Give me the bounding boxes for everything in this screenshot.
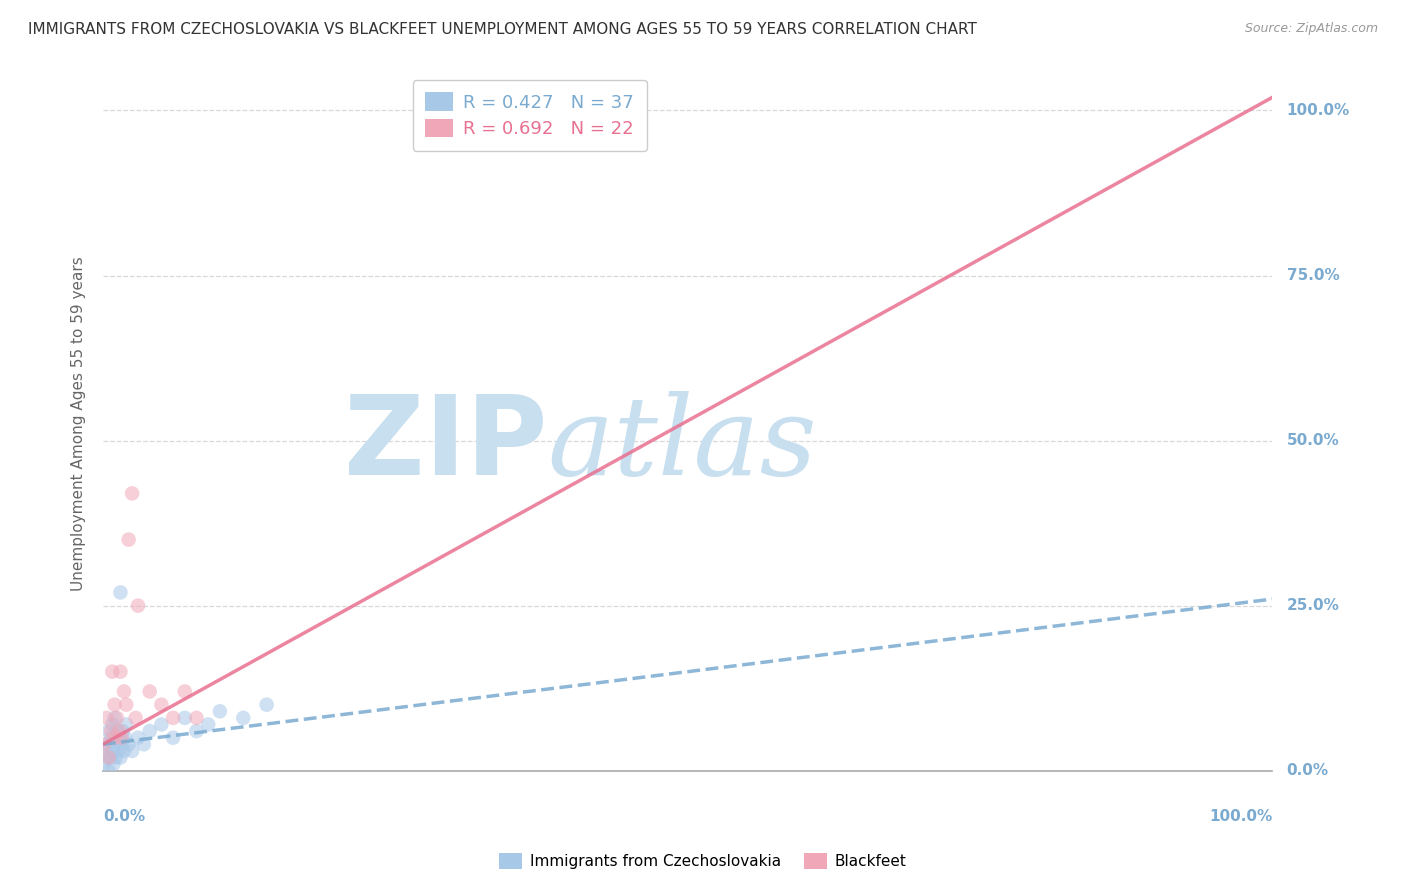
- Text: atlas: atlas: [547, 391, 817, 499]
- Text: 100.0%: 100.0%: [1286, 103, 1350, 118]
- Point: [101, 665, 124, 679]
- Point: [256, 698, 278, 712]
- Point: [138, 724, 160, 739]
- Text: 50.0%: 50.0%: [1286, 434, 1340, 448]
- Legend: Immigrants from Czechoslovakia, Blackfeet: Immigrants from Czechoslovakia, Blackfee…: [494, 847, 912, 875]
- Point: [121, 744, 143, 758]
- Point: [111, 731, 134, 745]
- Point: [127, 599, 149, 613]
- Point: [127, 731, 149, 745]
- Point: [104, 750, 127, 764]
- Point: [186, 724, 208, 739]
- Point: [150, 698, 173, 712]
- Point: [108, 724, 131, 739]
- Point: [94, 744, 117, 758]
- Point: [97, 750, 120, 764]
- Point: [111, 724, 134, 739]
- Point: [117, 737, 139, 751]
- Point: [104, 698, 127, 712]
- Text: 75.0%: 75.0%: [1286, 268, 1340, 283]
- Text: 0.0%: 0.0%: [103, 809, 145, 824]
- Legend: R = 0.427   N = 37, R = 0.692   N = 22: R = 0.427 N = 37, R = 0.692 N = 22: [413, 79, 647, 151]
- Point: [101, 744, 124, 758]
- Point: [232, 711, 254, 725]
- Point: [186, 711, 208, 725]
- Point: [97, 764, 120, 778]
- Point: [150, 717, 173, 731]
- Point: [124, 711, 146, 725]
- Point: [162, 711, 184, 725]
- Point: [98, 750, 121, 764]
- Point: [100, 731, 122, 745]
- Point: [117, 533, 139, 547]
- Text: IMMIGRANTS FROM CZECHOSLOVAKIA VS BLACKFEET UNEMPLOYMENT AMONG AGES 55 TO 59 YEA: IMMIGRANTS FROM CZECHOSLOVAKIA VS BLACKF…: [28, 22, 977, 37]
- Point: [101, 717, 124, 731]
- Point: [110, 750, 132, 764]
- Point: [121, 486, 143, 500]
- Point: [110, 665, 132, 679]
- Point: [93, 737, 115, 751]
- Point: [104, 737, 127, 751]
- Point: [162, 731, 184, 745]
- Text: 100.0%: 100.0%: [1209, 809, 1272, 824]
- Point: [105, 724, 128, 739]
- Point: [138, 684, 160, 698]
- Point: [100, 724, 122, 739]
- Text: ZIP: ZIP: [344, 392, 547, 499]
- Point: [104, 711, 127, 725]
- Point: [173, 684, 195, 698]
- Point: [173, 711, 195, 725]
- Point: [105, 711, 128, 725]
- Y-axis label: Unemployment Among Ages 55 to 59 years: Unemployment Among Ages 55 to 59 years: [72, 257, 86, 591]
- Point: [107, 744, 129, 758]
- Point: [115, 698, 138, 712]
- Text: Source: ZipAtlas.com: Source: ZipAtlas.com: [1244, 22, 1378, 36]
- Point: [104, 731, 127, 745]
- Text: 0.0%: 0.0%: [1286, 764, 1329, 778]
- Point: [96, 750, 118, 764]
- Point: [108, 731, 131, 745]
- Point: [97, 737, 120, 751]
- Text: 25.0%: 25.0%: [1286, 599, 1340, 613]
- Point: [93, 757, 115, 772]
- Point: [111, 737, 134, 751]
- Point: [208, 704, 231, 718]
- Point: [132, 737, 155, 751]
- Point: [112, 684, 135, 698]
- Point: [115, 717, 138, 731]
- Point: [97, 724, 120, 739]
- Point: [96, 711, 118, 725]
- Point: [110, 585, 132, 599]
- Point: [112, 744, 135, 758]
- Point: [197, 717, 219, 731]
- Point: [103, 757, 125, 772]
- Point: [114, 731, 136, 745]
